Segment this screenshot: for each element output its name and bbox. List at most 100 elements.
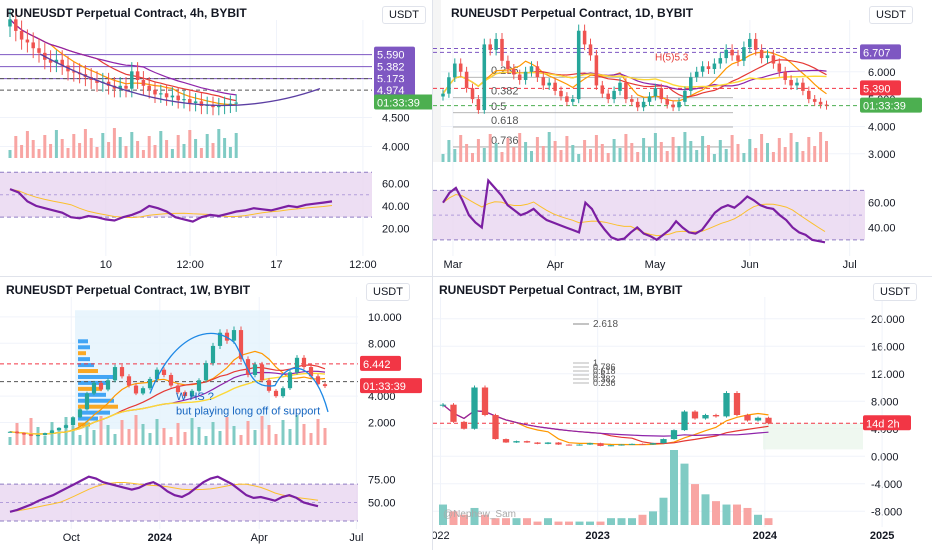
time-tick-label: 2024 [753, 530, 778, 542]
volume-bar [677, 146, 681, 162]
volume-bar [795, 142, 799, 162]
candle-body [70, 417, 76, 426]
candle-body [665, 99, 669, 105]
candle-body [147, 85, 151, 90]
candle-body [130, 71, 134, 89]
volume-bar [606, 153, 610, 162]
candle-body [517, 74, 522, 80]
volume-bar [83, 129, 87, 158]
volume-bar [565, 521, 573, 525]
price-label-bg [374, 70, 415, 86]
volume-bar [617, 518, 626, 525]
chart-panel-4h: 4.5004.0001012:001712:005.5905.3825.1735… [0, 0, 432, 276]
candle-body [164, 93, 169, 98]
moving-average-slow [442, 404, 769, 437]
candle-body [639, 443, 646, 445]
currency-selector-1w[interactable]: USDT [366, 283, 410, 301]
price-label-bg [860, 44, 901, 60]
candle-body [159, 93, 163, 95]
volume-bar [439, 504, 447, 525]
volume-bar [701, 494, 710, 525]
volume-bar [211, 143, 215, 158]
currency-selector-1d[interactable]: USDT [869, 6, 913, 24]
volume-bar [66, 148, 70, 158]
price-tick-label: 4.000 [382, 141, 410, 153]
volume-bar [136, 141, 140, 158]
volume-bar [223, 138, 227, 158]
shade [433, 0, 441, 162]
currency-selector-1m[interactable]: USDT [873, 283, 917, 301]
candle-body [203, 363, 209, 381]
volume-bar [147, 136, 151, 158]
time-tick-label: Jul [349, 532, 363, 544]
panel-divider-horizontal[interactable] [0, 276, 932, 277]
price-label: 01:33:39 [377, 98, 420, 110]
candle-body [19, 30, 24, 40]
volume-bar [14, 136, 18, 158]
candle-body [37, 48, 41, 53]
pattern-note: but playing long off of support [176, 406, 320, 418]
candle-body [677, 101, 681, 108]
volume-bar [535, 137, 539, 162]
price-label: 14d 2h [866, 418, 900, 430]
candle-body [154, 369, 160, 379]
time-tick-label: Jul [843, 259, 857, 271]
candle-body [523, 441, 531, 443]
volume-profile-bar [78, 351, 86, 356]
volume-bar [190, 418, 194, 445]
candle-body [35, 435, 41, 437]
candle-body [571, 99, 575, 102]
fib-label: 0.382 [593, 374, 616, 384]
price-label-bg [863, 415, 911, 431]
candle-body [252, 364, 258, 375]
fib-label: 0.618 [491, 115, 519, 127]
volume-bar [612, 139, 616, 162]
volume-bar [57, 431, 61, 445]
volume-bar [541, 146, 545, 162]
candle-body [736, 55, 740, 61]
pattern-note: W HS ? [176, 391, 214, 403]
volume-bar [253, 430, 257, 445]
currency-selector-4h[interactable]: USDT [382, 6, 426, 24]
volume-bar [8, 437, 12, 445]
volume-bar [736, 144, 740, 162]
chart-panel-1d: 6.0005.0004.0003.000MarAprMayJunJul0.236… [433, 0, 932, 276]
volume-bar [113, 434, 117, 445]
volume-bar [491, 518, 500, 525]
candle-body [635, 101, 640, 108]
candle-body [196, 380, 202, 391]
volume-bar [695, 150, 699, 162]
candle-body [801, 82, 805, 91]
rsi-tick-label: 50.00 [368, 498, 396, 510]
moving-average-long [442, 71, 827, 95]
volume-profile-bar [78, 398, 114, 403]
candle-body [482, 44, 487, 111]
volume-bar [701, 136, 705, 162]
candle-body [153, 89, 157, 95]
chart-svg-1d: 6.0005.0004.0003.000MarAprMayJunJul0.236… [433, 0, 922, 271]
candle-body [712, 63, 717, 70]
price-tick-label: -4.000 [871, 479, 902, 491]
rsi-line [9, 475, 319, 513]
volume-bar [92, 430, 96, 445]
candle-body [464, 71, 469, 89]
time-tick-label: Jun [741, 259, 759, 271]
rsi-tick-label: 60.00 [382, 178, 410, 190]
volume-bar [742, 153, 746, 162]
candle-body [176, 95, 180, 101]
volume-bar [630, 143, 634, 162]
price-tick-label: 0.000 [871, 451, 899, 463]
time-tick-label: 2023 [585, 530, 609, 542]
candle-body [576, 444, 583, 446]
rsi-tick-label: 20.00 [382, 223, 410, 235]
panel-divider-vertical[interactable] [432, 0, 433, 550]
volume-bar [512, 518, 521, 525]
volume-bar [134, 415, 138, 445]
candle-body [689, 77, 693, 91]
candle-body [544, 442, 552, 444]
candle-body [453, 63, 457, 78]
volume-bar [553, 141, 557, 162]
chart-title-1m: RUNEUSDT Perpetual Contract, 1M, BYBIT [439, 283, 683, 297]
fib-label: 2.618 [593, 319, 618, 330]
time-tick-label: 2025 [870, 530, 894, 542]
